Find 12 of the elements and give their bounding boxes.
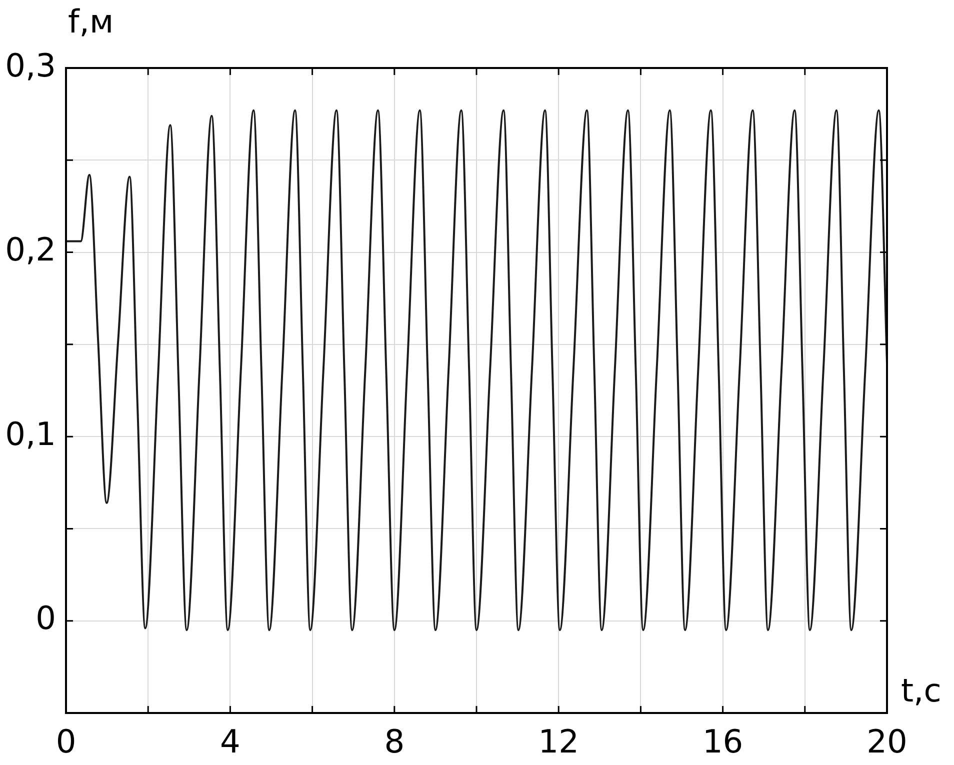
y-axis-title: f,м [68,2,114,40]
x-tick-label: 20 [866,722,908,761]
x-axis-title: t,с [901,671,942,710]
x-tick-label: 4 [220,722,240,761]
y-tick-label: 0,3 [5,46,56,84]
x-tick-label: 16 [702,722,744,761]
y-tick-label: 0 [36,599,56,638]
y-tick-label: 0,1 [5,414,56,453]
line-series [66,109,887,632]
y-tick-label: 0,2 [5,230,56,269]
x-tick-label: 12 [538,722,579,761]
x-tick-label: 8 [384,722,405,761]
